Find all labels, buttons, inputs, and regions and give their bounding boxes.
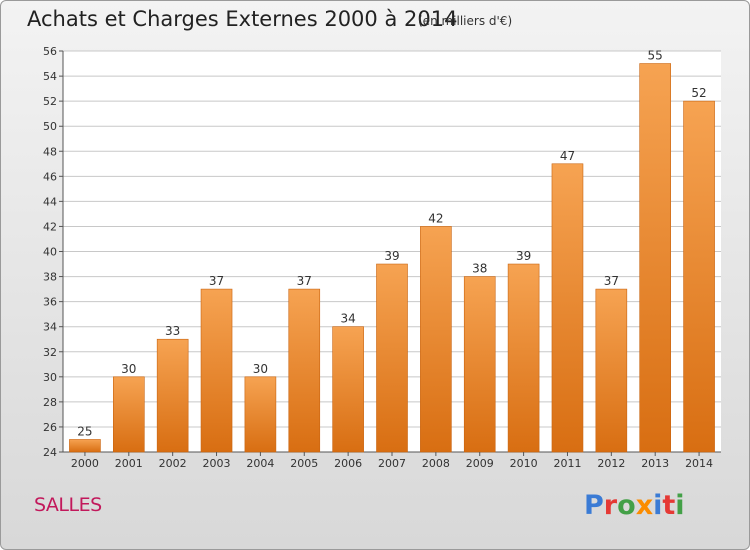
x-tick-label: 2003 — [203, 457, 231, 470]
bar — [551, 163, 584, 453]
y-tick-label: 42 — [43, 220, 57, 233]
y-tick-label: 40 — [43, 246, 57, 259]
logo-letter: x — [635, 490, 654, 521]
bar — [69, 439, 101, 453]
x-tick-label: 2002 — [159, 457, 187, 470]
bar — [244, 376, 277, 453]
data-label: 25 — [77, 424, 92, 438]
y-tick-label: 32 — [43, 346, 57, 359]
bar — [463, 276, 496, 453]
data-label: 47 — [560, 149, 575, 163]
y-tick-label: 46 — [43, 170, 57, 183]
y-tick-label: 54 — [43, 70, 57, 83]
data-label: 52 — [691, 86, 706, 100]
bar — [639, 63, 672, 453]
logo-letter: t — [662, 490, 676, 521]
bar — [288, 288, 321, 453]
data-label: 55 — [648, 49, 663, 63]
data-label: 39 — [384, 249, 399, 263]
x-tick-label: 2006 — [334, 457, 362, 470]
data-label: 37 — [209, 274, 224, 288]
bar — [507, 263, 540, 453]
logo-letter: r — [603, 490, 618, 521]
y-tick-label: 30 — [43, 371, 57, 384]
y-tick-label: 56 — [43, 45, 57, 58]
bar — [332, 326, 364, 453]
x-tick-label: 2012 — [597, 457, 625, 470]
proxiti-logo[interactable]: Proxiti — [584, 490, 685, 521]
chart-unit: (en milliers d'€) — [418, 14, 513, 28]
bar — [683, 100, 715, 453]
y-tick-label: 50 — [43, 120, 57, 133]
x-tick-label: 2010 — [510, 457, 538, 470]
y-tick-label: 52 — [43, 95, 57, 108]
bar — [200, 288, 233, 453]
x-tick-label: 2005 — [290, 457, 318, 470]
x-tick-label: 2000 — [71, 457, 99, 470]
logo-letter: o — [617, 490, 636, 521]
y-tick-label: 24 — [43, 446, 57, 459]
x-tick-label: 2011 — [553, 457, 581, 470]
data-label: 37 — [297, 274, 312, 288]
y-tick-label: 38 — [43, 271, 57, 284]
bar — [595, 288, 628, 453]
y-tick-label: 28 — [43, 396, 57, 409]
x-tick-label: 2009 — [466, 457, 494, 470]
y-tick-label: 26 — [43, 421, 57, 434]
chart-title: Achats et Charges Externes 2000 à 2014 — [27, 7, 458, 31]
data-label: 33 — [165, 324, 180, 338]
y-tick-label: 44 — [43, 195, 57, 208]
data-label: 39 — [516, 249, 531, 263]
x-tick-label: 2008 — [422, 457, 450, 470]
x-tick-label: 2013 — [641, 457, 669, 470]
y-tick-label: 48 — [43, 145, 57, 158]
data-label: 34 — [340, 312, 355, 326]
y-tick-label: 34 — [43, 321, 57, 334]
data-label: 37 — [604, 274, 619, 288]
bar — [156, 338, 189, 453]
bar — [420, 226, 452, 453]
logo-letter: i — [653, 490, 663, 521]
data-label: 38 — [472, 262, 487, 276]
data-label: 42 — [428, 211, 443, 225]
logo-letter: i — [675, 490, 685, 521]
x-tick-label: 2004 — [246, 457, 274, 470]
bar — [376, 263, 408, 453]
data-label: 30 — [121, 362, 136, 376]
x-tick-label: 2014 — [685, 457, 713, 470]
location-name: SALLES — [34, 494, 102, 516]
y-tick-label: 36 — [43, 296, 57, 309]
logo-letter: P — [584, 490, 604, 521]
bar — [113, 376, 145, 453]
x-tick-label: 2007 — [378, 457, 406, 470]
x-tick-label: 2001 — [115, 457, 143, 470]
data-label: 30 — [253, 362, 268, 376]
